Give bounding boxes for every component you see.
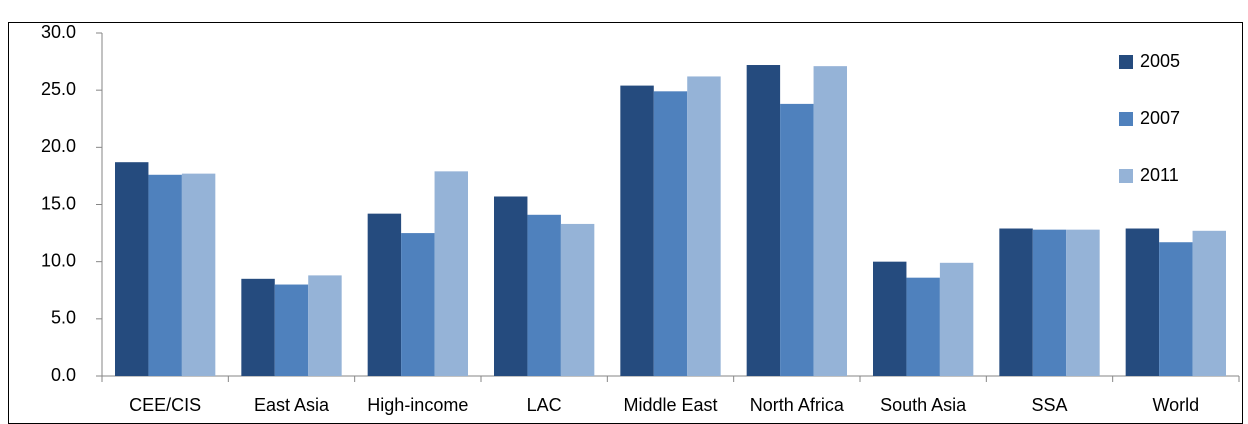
x-tick-label: North Africa — [750, 395, 845, 415]
bar — [181, 173, 216, 376]
y-tick-label: 0.0 — [51, 365, 76, 385]
x-tick-label: Middle East — [623, 395, 717, 415]
bar — [780, 103, 814, 377]
x-tick-label: World — [1152, 395, 1199, 415]
bar — [115, 162, 149, 376]
bar — [560, 223, 595, 376]
bar — [999, 228, 1033, 376]
y-tick-label: 15.0 — [41, 193, 76, 213]
y-tick-label: 10.0 — [41, 250, 76, 270]
bar — [1159, 242, 1193, 376]
x-tick-label: SSA — [1031, 395, 1067, 415]
x-tick-label: South Asia — [880, 395, 967, 415]
bar — [148, 174, 182, 376]
legend-swatch — [1119, 112, 1133, 126]
bar — [308, 275, 342, 376]
x-tick-label: LAC — [527, 395, 562, 415]
legend-swatch — [1119, 55, 1133, 69]
y-tick-label: 20.0 — [41, 136, 76, 156]
y-tick-label: 5.0 — [51, 308, 76, 328]
bar — [1192, 230, 1226, 376]
bar — [653, 91, 688, 376]
bar — [939, 262, 974, 376]
legend-label: 2007 — [1140, 108, 1180, 128]
bar — [241, 278, 275, 376]
x-tick-label: CEE/CIS — [129, 395, 201, 415]
bar — [1125, 228, 1160, 376]
bar — [494, 196, 528, 376]
bar — [906, 277, 940, 376]
legend-label: 2005 — [1140, 51, 1180, 71]
legend-swatch — [1119, 169, 1133, 183]
bar — [367, 213, 402, 376]
y-tick-label: 30.0 — [41, 22, 76, 42]
x-tick-label: High-income — [367, 395, 468, 415]
bar — [620, 85, 654, 377]
bar — [687, 76, 721, 377]
legend-label: 2011 — [1140, 165, 1179, 185]
bar — [873, 261, 907, 376]
x-tick-label: East Asia — [254, 395, 330, 415]
bar — [1032, 229, 1067, 376]
bar — [434, 171, 468, 376]
bar — [401, 233, 435, 376]
bar — [813, 66, 847, 376]
bar — [1066, 229, 1100, 376]
bar — [527, 214, 561, 376]
bar — [274, 284, 309, 376]
bar — [746, 65, 781, 376]
y-tick-label: 25.0 — [41, 79, 76, 99]
